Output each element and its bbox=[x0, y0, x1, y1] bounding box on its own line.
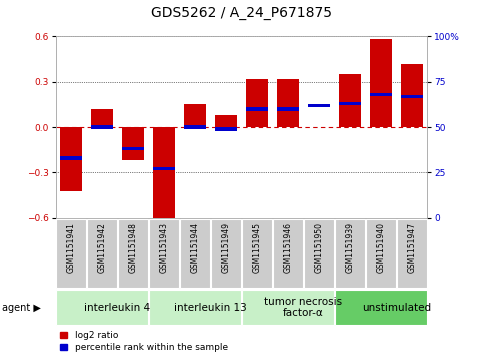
Bar bbox=[401, 64, 423, 127]
Bar bbox=[273, 219, 303, 288]
Bar bbox=[87, 219, 117, 288]
Bar bbox=[184, 105, 206, 127]
Text: interleukin 4: interleukin 4 bbox=[85, 303, 151, 313]
Text: GSM1151949: GSM1151949 bbox=[222, 222, 230, 273]
Bar bbox=[370, 93, 392, 96]
Bar bbox=[277, 107, 299, 111]
Bar bbox=[56, 290, 148, 325]
Bar bbox=[335, 219, 365, 288]
Bar bbox=[153, 127, 175, 221]
Bar bbox=[215, 127, 237, 131]
Text: tumor necrosis
factor-α: tumor necrosis factor-α bbox=[264, 297, 342, 318]
Bar bbox=[60, 127, 82, 191]
Text: unstimulated: unstimulated bbox=[362, 303, 431, 313]
Bar bbox=[60, 156, 82, 160]
Bar bbox=[397, 219, 427, 288]
Bar bbox=[335, 290, 427, 325]
Bar bbox=[242, 219, 272, 288]
Bar bbox=[122, 147, 144, 151]
Text: GSM1151940: GSM1151940 bbox=[376, 222, 385, 273]
Text: GSM1151939: GSM1151939 bbox=[345, 222, 355, 273]
Bar bbox=[339, 102, 361, 105]
Text: GSM1151942: GSM1151942 bbox=[98, 222, 107, 273]
Bar bbox=[180, 219, 210, 288]
Text: agent ▶: agent ▶ bbox=[2, 303, 41, 313]
Bar bbox=[153, 167, 175, 171]
Text: GSM1151944: GSM1151944 bbox=[190, 222, 199, 273]
Bar bbox=[339, 74, 361, 127]
Text: GDS5262 / A_24_P671875: GDS5262 / A_24_P671875 bbox=[151, 6, 332, 20]
Bar bbox=[211, 219, 241, 288]
Bar bbox=[149, 219, 179, 288]
Bar bbox=[56, 219, 86, 288]
Bar bbox=[304, 219, 334, 288]
Bar bbox=[308, 103, 330, 107]
Bar bbox=[370, 39, 392, 127]
Bar bbox=[184, 125, 206, 129]
Bar bbox=[246, 107, 268, 111]
Bar bbox=[149, 290, 241, 325]
Bar bbox=[215, 115, 237, 127]
Text: GSM1151943: GSM1151943 bbox=[159, 222, 169, 273]
Bar bbox=[122, 127, 144, 160]
Bar bbox=[277, 79, 299, 127]
Bar bbox=[246, 79, 268, 127]
Text: GSM1151945: GSM1151945 bbox=[253, 222, 261, 273]
Bar bbox=[118, 219, 148, 288]
Bar bbox=[242, 290, 334, 325]
Legend: log2 ratio, percentile rank within the sample: log2 ratio, percentile rank within the s… bbox=[60, 331, 227, 352]
Text: GSM1151947: GSM1151947 bbox=[408, 222, 416, 273]
Bar bbox=[91, 125, 113, 129]
Text: GSM1151950: GSM1151950 bbox=[314, 222, 324, 273]
Text: GSM1151946: GSM1151946 bbox=[284, 222, 293, 273]
Text: GSM1151941: GSM1151941 bbox=[67, 222, 75, 273]
Text: interleukin 13: interleukin 13 bbox=[174, 303, 247, 313]
Bar bbox=[401, 94, 423, 98]
Bar bbox=[91, 109, 113, 127]
Text: GSM1151948: GSM1151948 bbox=[128, 222, 138, 273]
Bar bbox=[366, 219, 396, 288]
